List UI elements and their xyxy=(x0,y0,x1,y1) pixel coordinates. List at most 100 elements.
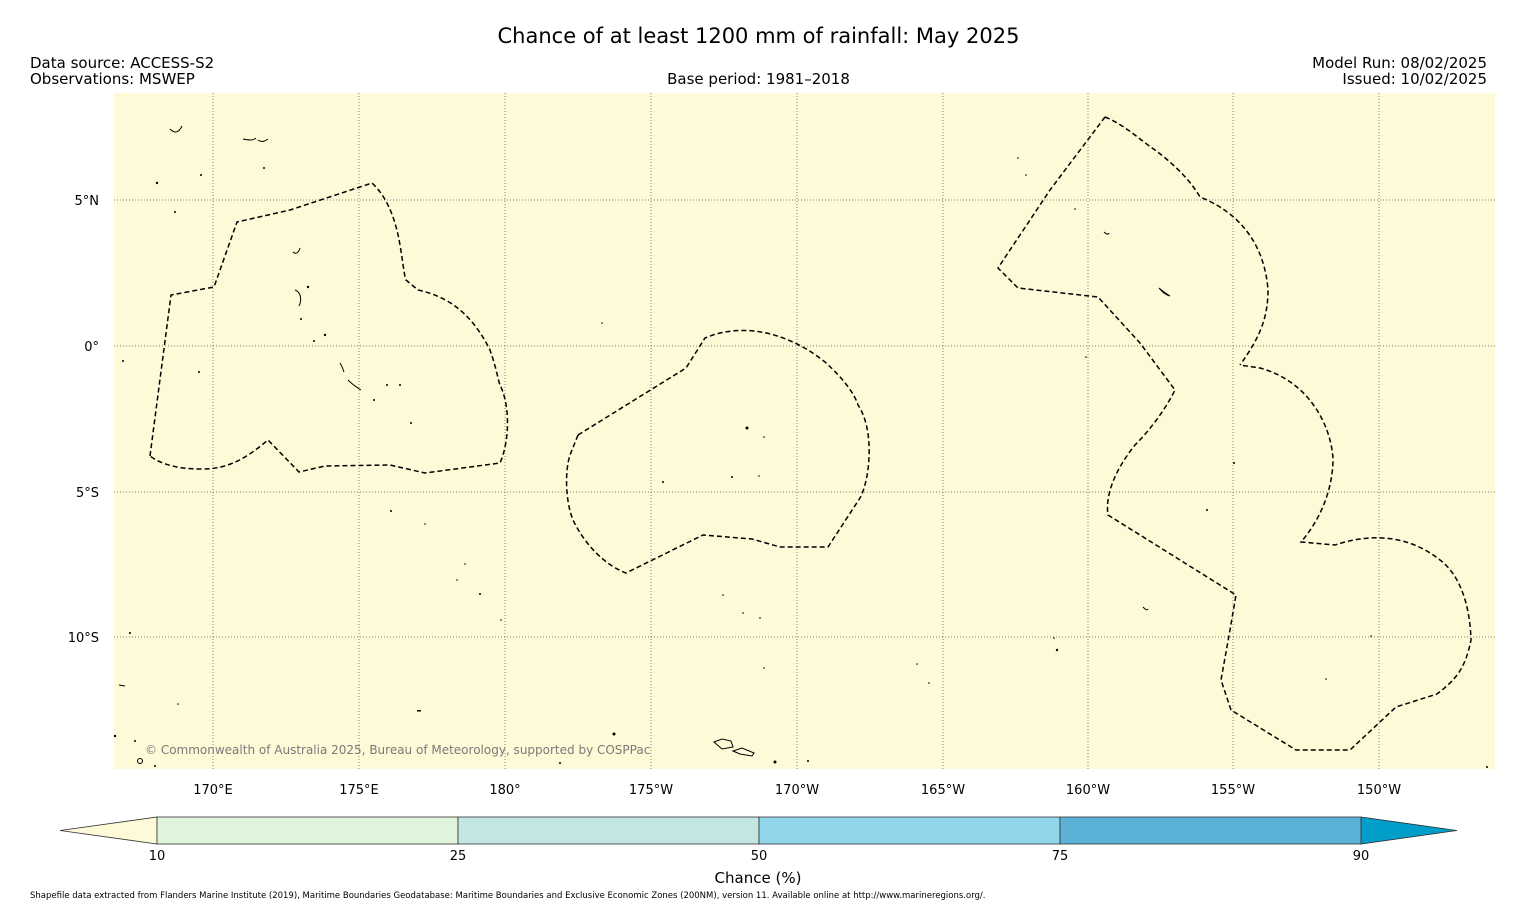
lon-label: 165°W xyxy=(921,783,965,798)
islet xyxy=(1074,208,1076,210)
islet xyxy=(300,318,302,320)
longitude-labels: 170°E 175°E 180° 175°W 170°W 165°W 160°W… xyxy=(193,783,1401,798)
shapefile-attribution: Shapefile data extracted from Flanders M… xyxy=(30,891,986,901)
island-outline xyxy=(292,247,301,254)
islet xyxy=(464,563,466,565)
islet xyxy=(263,167,265,169)
island-outline xyxy=(257,138,269,143)
colorbar-tick: 50 xyxy=(751,849,768,864)
colorbar-tick: 90 xyxy=(1353,849,1370,864)
colorbar xyxy=(59,816,1458,845)
island-outline xyxy=(731,747,755,757)
islets xyxy=(113,157,1488,768)
islet xyxy=(129,632,131,634)
islet xyxy=(807,760,809,762)
colorbar-extend-high xyxy=(1360,816,1458,845)
data-source-label: Data source: ACCESS-S2 xyxy=(30,54,215,72)
islet xyxy=(174,211,176,213)
islet xyxy=(1233,462,1235,464)
issued-label: Issued: 10/02/2025 xyxy=(1342,70,1487,88)
map-title: Chance of at least 1200 mm of rainfall: … xyxy=(497,24,1020,48)
islet xyxy=(200,174,202,176)
colorbar-segment xyxy=(758,816,1061,845)
coastlines xyxy=(118,125,1171,764)
islet xyxy=(928,682,930,684)
islet xyxy=(424,523,426,525)
lon-label: 175°E xyxy=(339,783,379,798)
island-outline xyxy=(1103,231,1110,235)
islet xyxy=(763,436,765,438)
copyright-notice: © Commonwealth of Australia 2025, Bureau… xyxy=(145,743,650,757)
island-outline xyxy=(1142,606,1149,611)
colorbar-ticks: 10 25 50 75 90 xyxy=(149,849,1370,864)
islet xyxy=(390,510,392,512)
islet xyxy=(410,422,412,424)
islet xyxy=(662,481,664,483)
islet xyxy=(500,619,502,621)
islet xyxy=(1053,637,1055,639)
islet xyxy=(417,710,421,712)
islet xyxy=(773,760,777,764)
islet xyxy=(1325,678,1327,680)
eez-boundary-west xyxy=(149,182,509,474)
island-outline xyxy=(242,137,257,141)
eez-boundary-east-north xyxy=(997,116,1472,751)
island-outline xyxy=(137,758,143,764)
islet xyxy=(559,762,561,764)
island-outline xyxy=(169,125,183,133)
island-outline xyxy=(1158,287,1171,297)
islet xyxy=(155,181,159,185)
islet xyxy=(745,426,749,430)
islet xyxy=(154,765,156,767)
islet xyxy=(601,322,603,324)
islet xyxy=(113,734,117,738)
colorbar-label: Chance (%) xyxy=(715,869,802,887)
islet xyxy=(373,399,375,401)
lat-label: 0° xyxy=(84,340,99,355)
islet xyxy=(177,703,179,705)
colorbar-segment xyxy=(1059,816,1362,845)
islet xyxy=(122,360,124,362)
islet xyxy=(198,371,200,373)
lat-label: 5°S xyxy=(76,486,99,501)
model-run-label: Model Run: 08/02/2025 xyxy=(1312,54,1487,72)
lon-label: 150°W xyxy=(1357,783,1401,798)
islet xyxy=(731,476,733,478)
map-background xyxy=(114,93,1495,769)
islet xyxy=(612,732,616,736)
islet xyxy=(399,384,401,386)
colorbar-extend-low xyxy=(59,816,158,845)
islet xyxy=(722,594,724,596)
islet xyxy=(456,579,458,581)
island-outline xyxy=(339,362,345,373)
colorbar-tick: 10 xyxy=(149,849,166,864)
islet xyxy=(759,617,761,619)
map-panel: © Commonwealth of Australia 2025, Bureau… xyxy=(113,93,1495,769)
lat-label: 5°N xyxy=(75,194,100,209)
islet xyxy=(386,384,388,386)
colorbar-segment xyxy=(156,816,459,845)
islet xyxy=(306,285,310,289)
colorbar-tick: 75 xyxy=(1052,849,1069,864)
islet xyxy=(323,333,327,337)
lon-label: 170°W xyxy=(775,783,819,798)
island-outline xyxy=(713,738,734,750)
islet xyxy=(134,740,136,742)
colorbar-tick: 25 xyxy=(450,849,467,864)
eez-boundaries xyxy=(149,116,1472,751)
islet xyxy=(1206,509,1208,511)
colorbar-segment xyxy=(457,816,760,845)
lon-label: 180° xyxy=(489,783,520,798)
islet xyxy=(1025,174,1027,176)
islet xyxy=(1486,766,1488,768)
islet xyxy=(742,612,744,614)
island-outline xyxy=(294,289,302,307)
islet xyxy=(1370,635,1372,637)
lon-label: 160°W xyxy=(1066,783,1110,798)
lat-label: 10°S xyxy=(68,631,99,646)
base-period-label: Base period: 1981–2018 xyxy=(667,70,850,88)
lon-label: 155°W xyxy=(1211,783,1255,798)
island-outline xyxy=(347,379,362,391)
islet xyxy=(1055,648,1059,652)
